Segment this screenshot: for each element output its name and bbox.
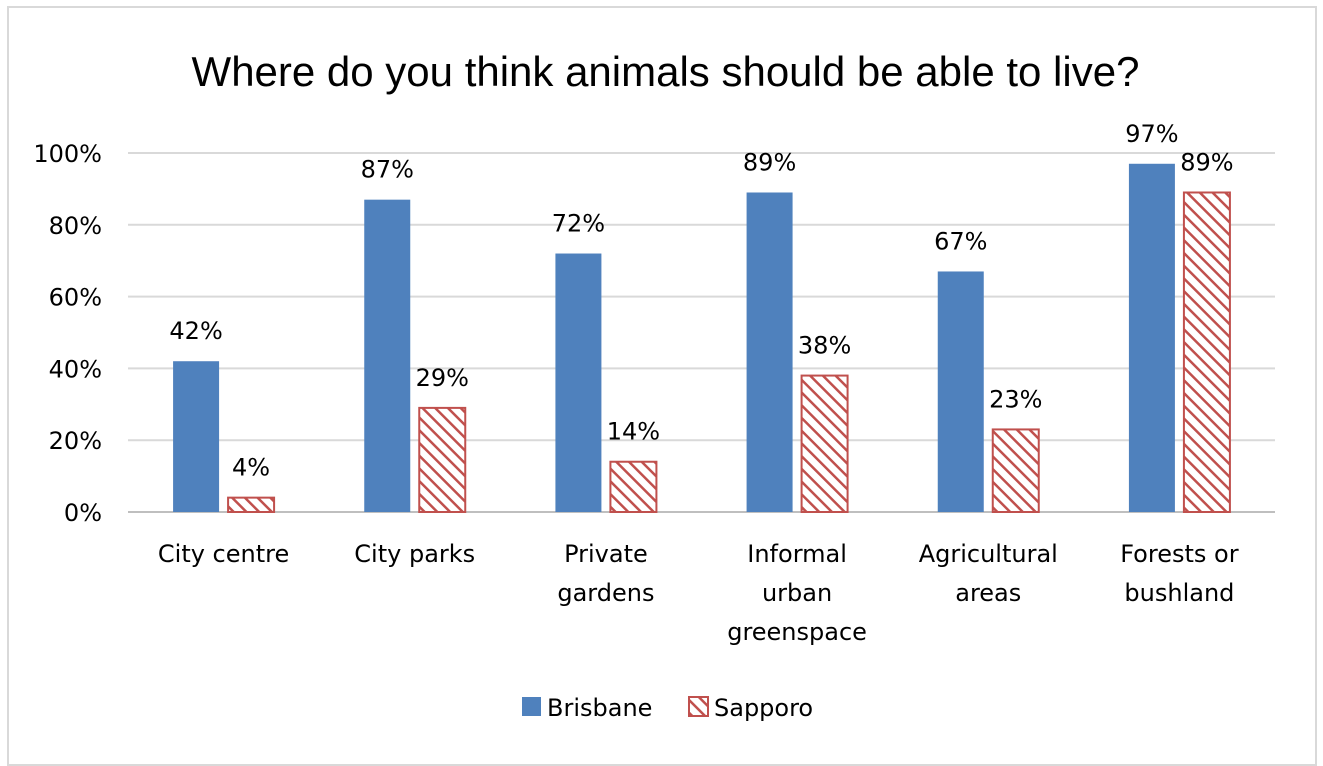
bar-sapporo xyxy=(800,374,849,513)
x-category-label: Informal xyxy=(747,540,847,568)
data-label: 67% xyxy=(934,227,987,255)
y-tick-label: 60% xyxy=(49,284,102,312)
x-category-label: bushland xyxy=(1124,579,1234,607)
x-category-label: Agricultural xyxy=(919,540,1058,568)
bar-sapporo xyxy=(609,460,658,513)
data-label: 29% xyxy=(416,364,469,392)
chart-frame xyxy=(7,6,1317,766)
x-category-label: Private xyxy=(564,540,648,568)
x-category-label: urban xyxy=(762,579,832,607)
x-category-label: Forests or xyxy=(1120,540,1238,568)
data-label: 72% xyxy=(552,210,605,238)
data-label: 89% xyxy=(1180,148,1233,176)
bar-brisbane xyxy=(937,271,984,512)
legend-swatch-brisbane xyxy=(522,697,541,716)
data-label: 4% xyxy=(232,454,270,482)
data-label: 38% xyxy=(798,332,851,360)
legend-label-brisbane: Brisbane xyxy=(547,694,652,722)
legend-label-sapporo: Sapporo xyxy=(714,694,813,722)
x-category-label: gardens xyxy=(557,579,654,607)
data-label: 89% xyxy=(743,148,796,176)
data-label: 87% xyxy=(361,156,414,184)
x-category-label: City parks xyxy=(354,540,475,568)
y-tick-label: 80% xyxy=(49,212,102,240)
x-category-label: City centre xyxy=(158,540,289,568)
bar-sapporo xyxy=(991,428,1040,513)
legend-swatch-sapporo xyxy=(688,696,709,717)
y-tick-label: 20% xyxy=(49,427,102,455)
y-tick-label: 100% xyxy=(33,140,102,168)
data-label: 23% xyxy=(989,385,1042,413)
data-label: 14% xyxy=(607,418,660,446)
x-axis-categories: City centre City parks Private gardens Infor… xyxy=(158,540,1239,646)
data-label: 97% xyxy=(1125,120,1178,148)
bar-sapporo xyxy=(1182,191,1231,514)
bar-brisbane xyxy=(173,361,220,512)
y-tick-label: 0% xyxy=(64,499,102,527)
y-axis-ticks: 0% 20% 40% 60% 80% 100% xyxy=(33,140,102,527)
data-label: 42% xyxy=(169,317,222,345)
bar-brisbane xyxy=(555,253,602,512)
gridlines xyxy=(128,152,1275,513)
bar-brisbane xyxy=(1128,163,1175,512)
x-category-label: areas xyxy=(955,579,1021,607)
bar-sapporo xyxy=(227,496,276,514)
bar-brisbane xyxy=(746,192,793,513)
legend: Brisbane Sapporo xyxy=(522,694,813,722)
bars: 42%4%87%29%72%14%89%38%67%23%97%89% xyxy=(169,120,1234,514)
x-category-label: greenspace xyxy=(727,618,867,646)
y-tick-label: 40% xyxy=(49,355,102,383)
chart-title: Where do you think animals should be abl… xyxy=(191,48,1140,95)
bar-brisbane xyxy=(364,199,411,513)
bar-sapporo xyxy=(418,406,467,514)
